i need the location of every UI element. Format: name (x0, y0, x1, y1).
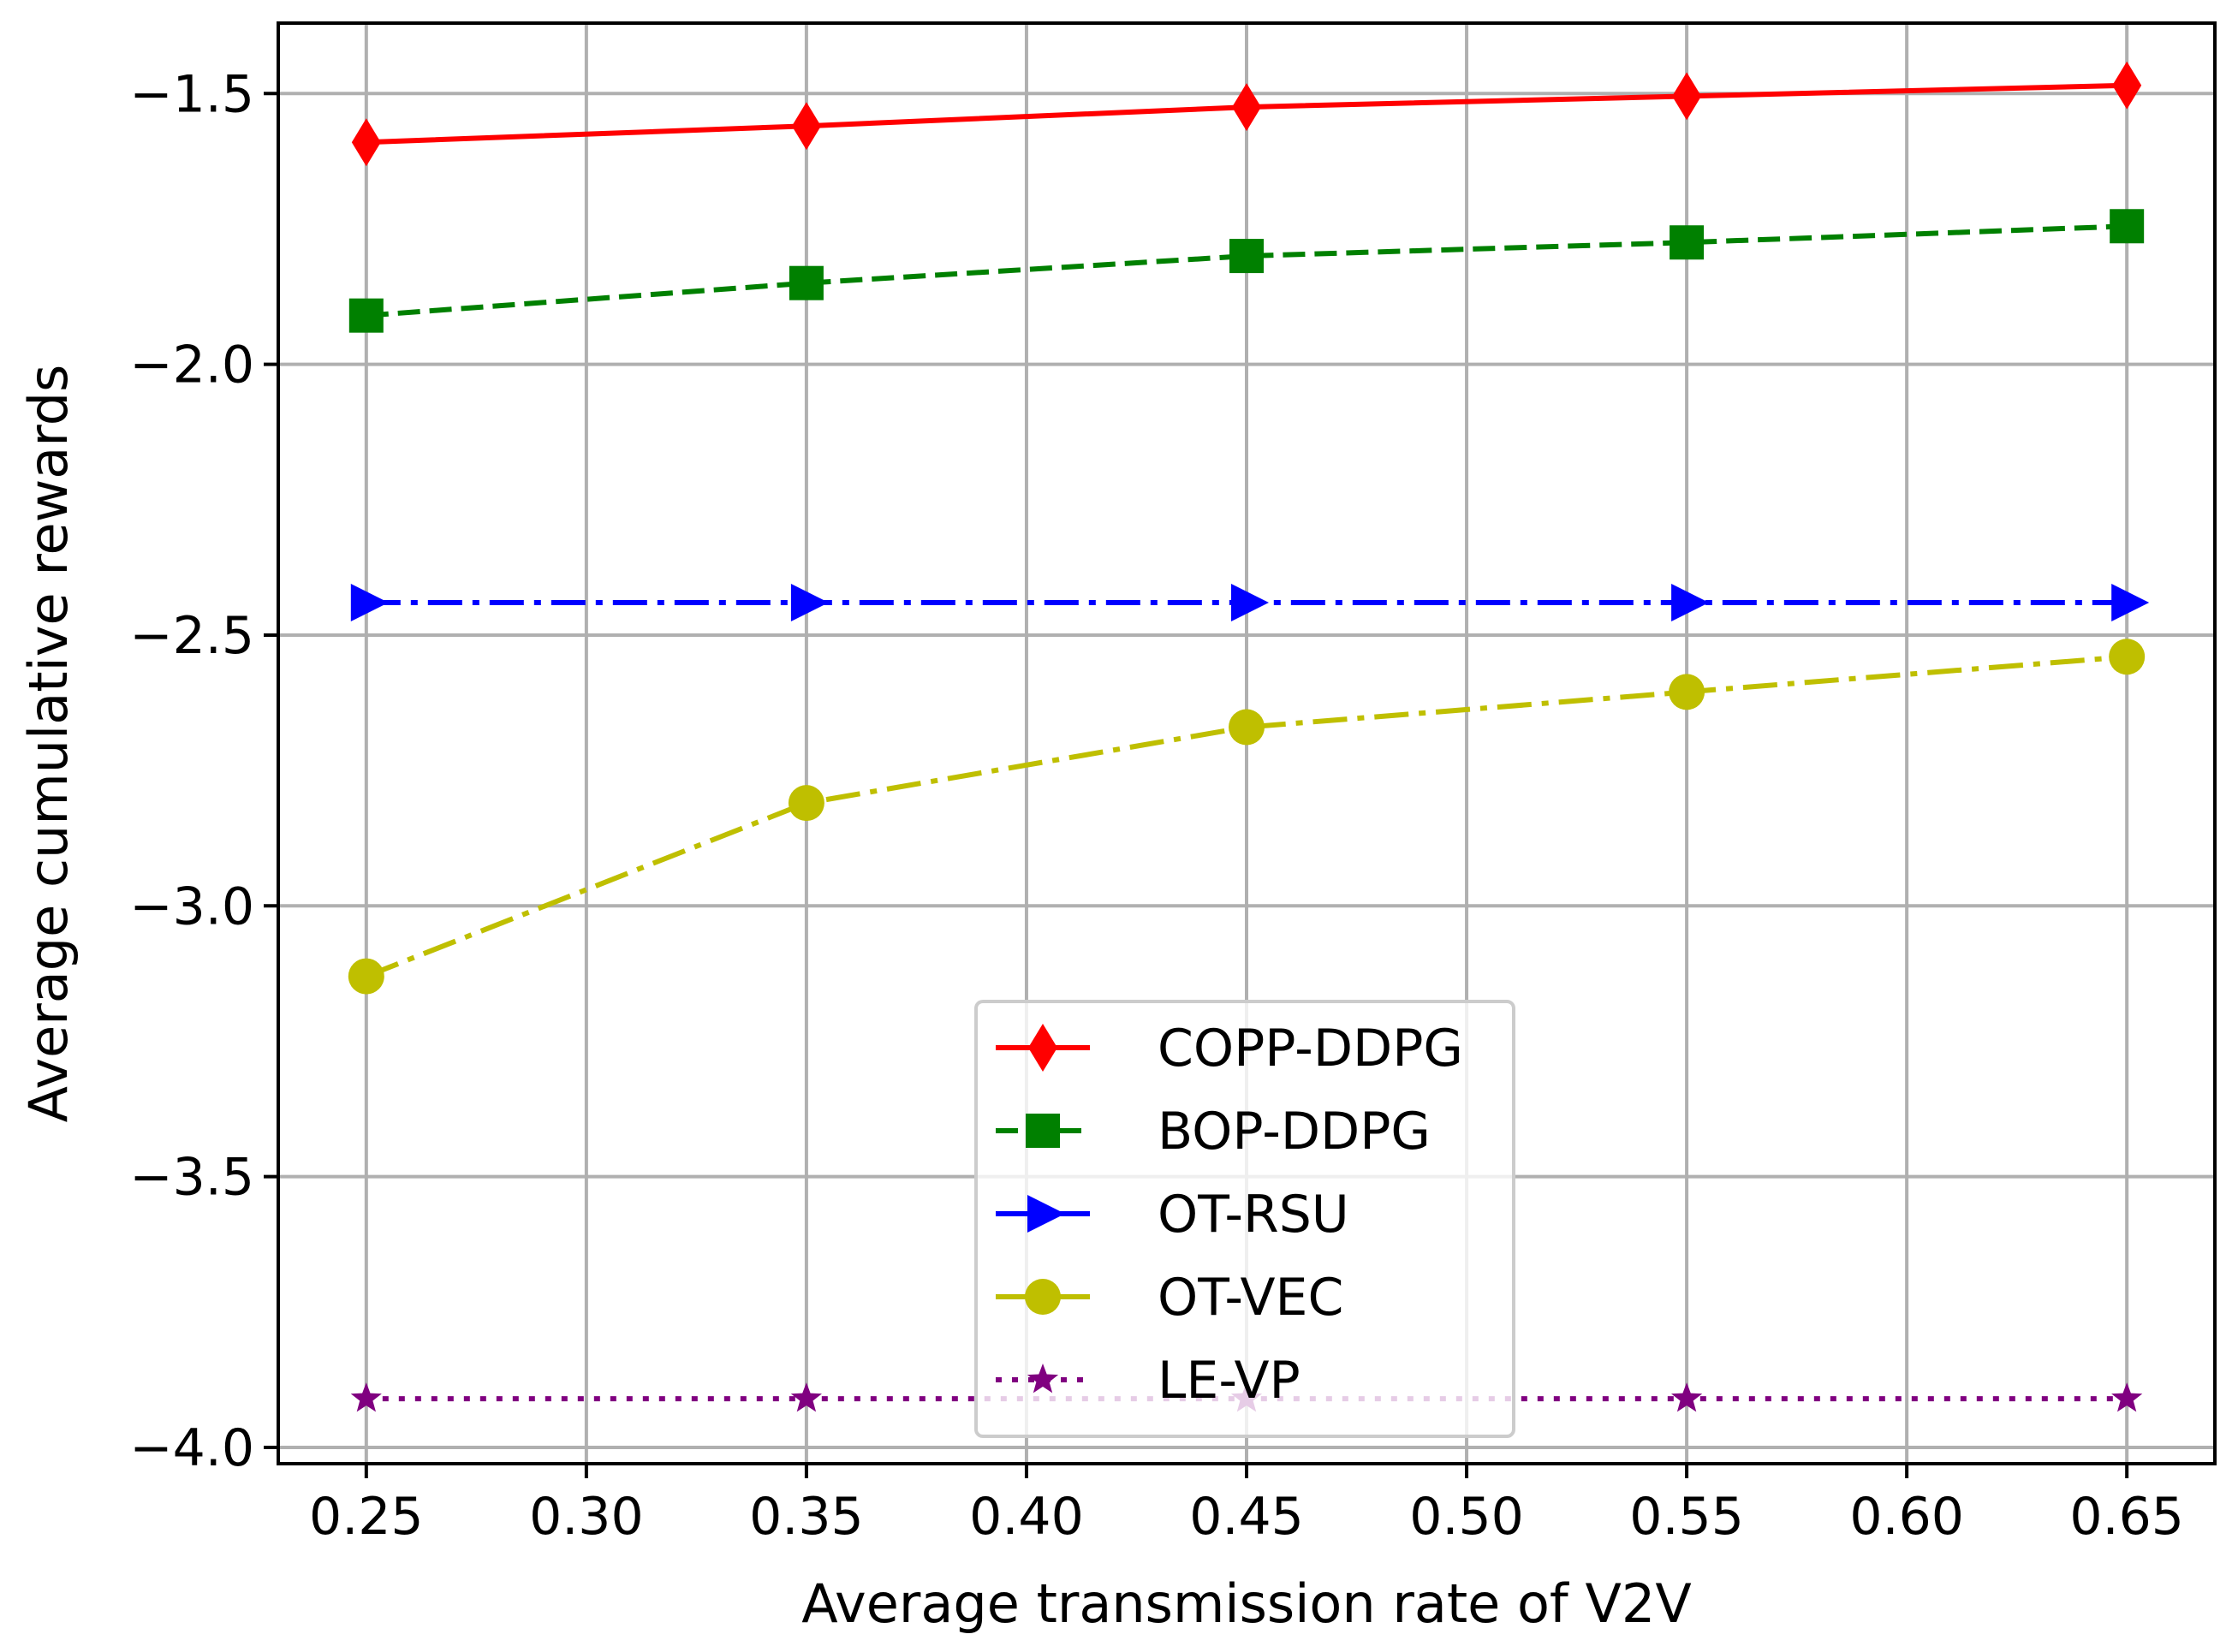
x-tick-label: 0.50 (1409, 1487, 1524, 1547)
data-point-ot-vec (2109, 639, 2146, 675)
data-point-bop-ddpg (348, 298, 384, 333)
legend-marker (1027, 1195, 1065, 1233)
series-copp-ddpg (351, 61, 2142, 167)
y-tick-label: −3.0 (129, 877, 254, 936)
x-tick-label: 0.35 (749, 1487, 864, 1547)
x-tick-label: 0.40 (969, 1487, 1084, 1547)
data-point-ot-rsu (350, 583, 389, 621)
legend-label: OT-RSU (1158, 1185, 1349, 1245)
data-point-le-vp (1671, 1382, 1703, 1412)
data-point-bop-ddpg (2110, 209, 2145, 244)
legend-marker (1025, 1279, 1061, 1315)
legend-item-ot-vec: OT-VEC (996, 1268, 1343, 1328)
data-point-ot-rsu (1671, 583, 1710, 621)
data-point-ot-vec (1229, 709, 1265, 746)
data-point-ot-vec (788, 785, 824, 822)
data-point-ot-rsu (2111, 583, 2150, 621)
ticks: 0.25 0.30 0.35 0.40 0.45 0.50 0.55 0.60 0.65 −1.5… (129, 64, 2184, 1547)
series-ot-vec (348, 639, 2146, 995)
series-bop-ddpg (348, 209, 2145, 333)
legend-box (974, 1000, 1515, 1438)
data-point-ot-rsu (1231, 583, 1269, 621)
y-tick-label: −2.5 (129, 606, 254, 666)
legend-label: LE-VP (1158, 1351, 1301, 1411)
data-point-copp-ddpg (1232, 83, 1261, 132)
y-tick-label: −1.5 (129, 64, 254, 124)
x-tick-label: 0.25 (309, 1487, 424, 1547)
x-tick-label: 0.45 (1189, 1487, 1304, 1547)
legend-marker (1026, 1114, 1060, 1148)
legend-marker (1027, 1364, 1059, 1394)
series-ot-rsu (350, 583, 2150, 621)
data-point-copp-ddpg (1672, 72, 1702, 121)
legend-marker (1028, 1024, 1057, 1072)
data-point-le-vp (350, 1382, 382, 1412)
x-tick-label: 0.30 (529, 1487, 644, 1547)
legend-item-bop-ddpg: BOP-DDPG (996, 1102, 1431, 1162)
series-line-bop-ddpg (366, 223, 2128, 318)
y-tick-label: −4.0 (129, 1418, 254, 1478)
legend-label: BOP-DDPG (1158, 1102, 1431, 1162)
series-layer (348, 61, 2150, 1412)
y-tick-label: −3.5 (129, 1148, 254, 1208)
x-tick-label: 0.55 (1629, 1487, 1744, 1547)
data-point-le-vp (790, 1382, 822, 1412)
legend-label: OT-VEC (1158, 1268, 1343, 1328)
x-axis-title: Average transmission rate of V2V (801, 1572, 1691, 1635)
legend-item-le-vp: LE-VP (996, 1351, 1301, 1411)
data-point-copp-ddpg (2112, 61, 2142, 110)
legend-item-ot-rsu: OT-RSU (996, 1185, 1349, 1245)
data-point-bop-ddpg (1229, 239, 1264, 274)
data-point-ot-vec (1669, 674, 1705, 710)
legend-item-copp-ddpg: COPP-DDPG (996, 1019, 1463, 1079)
y-tick-label: −2.0 (129, 336, 254, 395)
series-line-ot-vec (365, 654, 2128, 979)
legend: COPP-DDPG BOP-DDPG OT-RSU OT-VEC LE-VP (974, 1000, 1515, 1438)
data-point-ot-rsu (790, 583, 829, 621)
x-tick-label: 0.60 (1849, 1487, 1964, 1547)
data-point-bop-ddpg (789, 265, 824, 300)
data-point-bop-ddpg (1670, 225, 1705, 260)
data-point-le-vp (2111, 1382, 2143, 1412)
data-point-ot-vec (348, 958, 384, 995)
data-point-copp-ddpg (791, 102, 821, 151)
x-tick-label: 0.65 (2069, 1487, 2184, 1547)
y-axis-title: Average cumulative rewards (17, 365, 80, 1123)
legend-label: COPP-DDPG (1158, 1019, 1463, 1079)
data-point-copp-ddpg (351, 118, 381, 167)
